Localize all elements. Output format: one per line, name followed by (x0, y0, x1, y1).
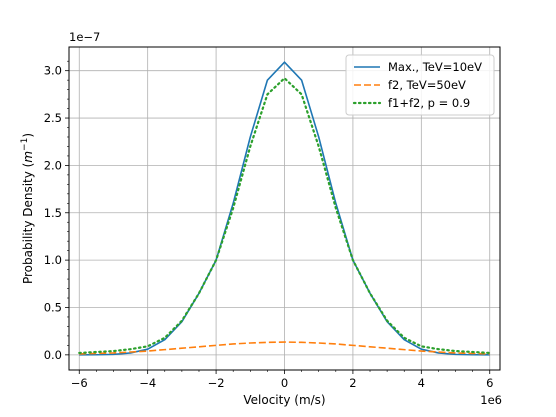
x-tick-label: 6 (486, 376, 493, 390)
series-line-1 (79, 61, 490, 356)
legend-box (345, 54, 495, 116)
y-tick-label: 2.0 (44, 158, 62, 172)
y-tick-label: 0.0 (44, 348, 62, 362)
x-tick-label: 0 (281, 376, 288, 390)
x-scale-label: 1e6 (480, 393, 502, 407)
x-tick-label: 2 (349, 376, 356, 390)
legend-label-2: f2, TeV=50eV (388, 78, 466, 92)
series-layer (78, 61, 491, 356)
x-axis-label: Velocity (m/s) (243, 393, 325, 407)
series-line-2 (79, 341, 490, 355)
x-tick-label: 4 (418, 376, 425, 390)
ticks: −6 −4 −2 0 2 4 6 0.0 0.5 1.0 1.5 2.0 2.5 3.0 (44, 60, 493, 390)
legend: Max., TeV=10eV f2, TeV=50eV f1+f2, p = 0.9 (345, 54, 495, 116)
y-tick-label: 1.5 (44, 206, 62, 220)
y-tick-label: 0.5 (44, 300, 62, 314)
x-tick-label: −2 (208, 376, 225, 390)
y-tick-label: 3.0 (44, 64, 62, 78)
grid (69, 47, 500, 370)
y-axis-label: Probability Density (m−1) (20, 133, 35, 284)
y-tick-label: 2.5 (44, 111, 62, 125)
x-tick-label: −6 (71, 376, 88, 390)
y-scale-label: 1e−7 (69, 30, 100, 44)
legend-label-1: Max., TeV=10eV (388, 60, 482, 74)
legend-label-3: f1+f2, p = 0.9 (388, 96, 470, 110)
y-tick-label: 1.0 (44, 253, 62, 267)
x-tick-label: −4 (139, 376, 156, 390)
